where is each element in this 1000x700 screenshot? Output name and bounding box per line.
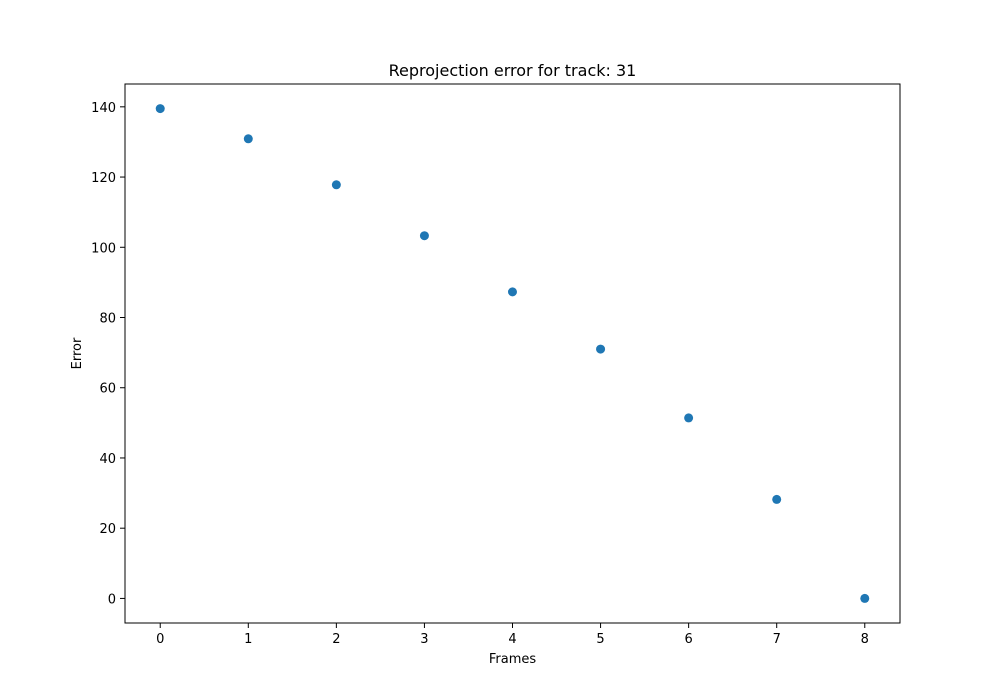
data-point — [684, 413, 694, 423]
data-point — [596, 344, 606, 354]
data-point — [860, 593, 870, 603]
x-tick-label: 6 — [684, 632, 692, 647]
x-tick-label: 4 — [508, 632, 516, 647]
x-axis-label: Frames — [489, 652, 537, 667]
data-point — [772, 494, 782, 504]
x-tick-label: 8 — [861, 632, 869, 647]
data-point — [331, 180, 341, 190]
chart-title: Reprojection error for track: 31 — [389, 61, 637, 80]
data-point — [155, 104, 165, 114]
data-point — [419, 231, 429, 241]
y-axis: 0 20 40 60 80 100 120 140 — [91, 101, 125, 607]
plot-area-frame — [124, 83, 901, 624]
y-tick-label: 60 — [99, 382, 116, 397]
y-tick-label: 100 — [91, 241, 116, 256]
x-tick-label: 0 — [156, 632, 164, 647]
x-tick-label: 2 — [332, 632, 340, 647]
data-point — [508, 287, 517, 297]
data-point — [243, 134, 253, 144]
x-tick-label: 7 — [773, 632, 781, 647]
y-tick-label: 40 — [99, 452, 116, 467]
x-tick-label: 5 — [596, 632, 604, 647]
scatter-points — [155, 104, 870, 603]
y-tick-label: 80 — [99, 312, 116, 327]
x-tick-label: 3 — [420, 632, 428, 647]
y-tick-label: 120 — [91, 171, 116, 186]
y-tick-label: 0 — [108, 592, 116, 607]
x-tick-label: 1 — [244, 632, 252, 647]
x-axis: 0 1 2 3 4 5 6 7 8 — [156, 623, 869, 647]
y-axis-label: Error — [70, 337, 85, 369]
y-tick-label: 140 — [91, 101, 116, 116]
y-tick-label: 20 — [99, 522, 116, 537]
